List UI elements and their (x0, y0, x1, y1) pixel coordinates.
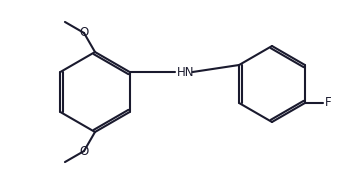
Text: F: F (325, 96, 332, 109)
Text: O: O (79, 145, 89, 158)
Text: O: O (79, 26, 89, 39)
Text: HN: HN (177, 66, 194, 79)
